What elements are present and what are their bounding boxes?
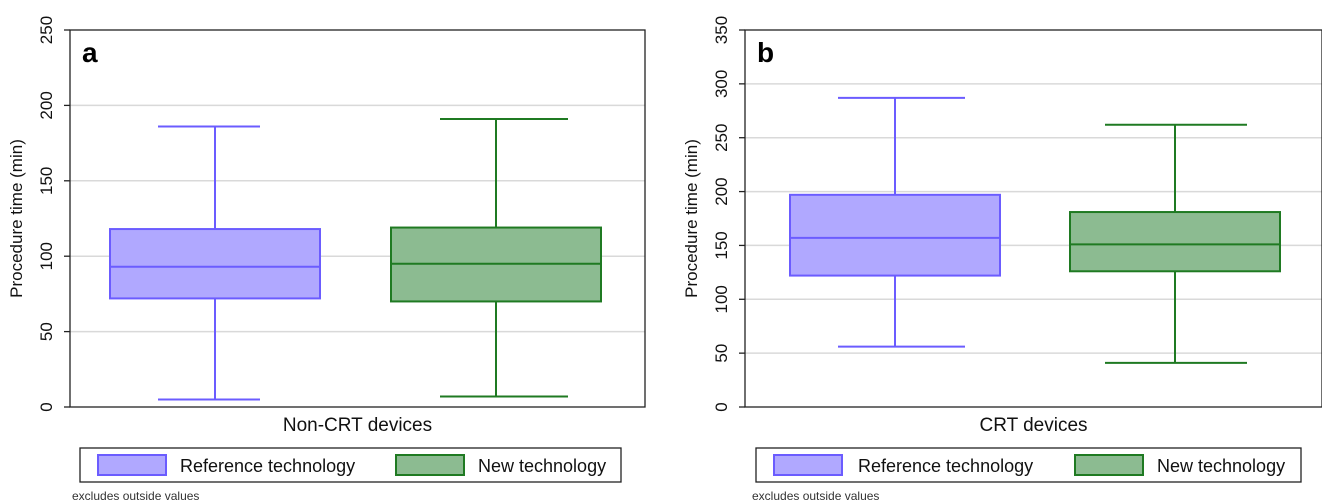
- interquartile-box: [1069, 211, 1281, 273]
- legend-frame: [79, 447, 622, 483]
- legend-key: [395, 454, 465, 476]
- y-tick-label: 100: [37, 242, 56, 270]
- x-axis-label: CRT devices: [979, 415, 1087, 436]
- note: excludes outside values: [72, 489, 199, 503]
- box-new-technology: [1069, 123, 1281, 364]
- panel-label: b: [757, 37, 774, 68]
- legend: Reference technology New technology: [755, 447, 1302, 483]
- y-tick-label: 50: [37, 322, 56, 341]
- y-tick-label: 100: [712, 285, 731, 313]
- y-tick-label: 350: [712, 16, 731, 44]
- x-axis-label: Non-CRT devices: [283, 415, 432, 436]
- legend-frame: [755, 447, 1302, 483]
- box-reference-technology: [789, 96, 1001, 348]
- y-tick-label: 250: [712, 124, 731, 152]
- legend-entry: Reference technology: [180, 456, 355, 476]
- legend-key: [773, 454, 843, 476]
- legend-entry: New technology: [1157, 456, 1285, 476]
- interquartile-box: [789, 193, 1001, 277]
- y-tick-label: 0: [712, 402, 731, 411]
- y-tick-label: 0: [37, 402, 56, 411]
- y-tick-label: 250: [37, 16, 56, 44]
- legend-entry: Reference technology: [858, 456, 1033, 476]
- y-tick-label: 50: [712, 344, 731, 363]
- interquartile-box: [109, 228, 321, 300]
- chart-panel-a: 0 50 100 150 200 250 Procedure time (min) a Non-…: [7, 16, 646, 503]
- y-tick-label: 200: [712, 177, 731, 205]
- plot-frame: [744, 29, 1322, 408]
- legend-key: [97, 454, 167, 476]
- y-tick-label: 150: [37, 167, 56, 195]
- legend-entry: New technology: [478, 456, 606, 476]
- legend-key: [1074, 454, 1144, 476]
- plot-frame: [69, 29, 646, 408]
- y-tick-label: 150: [712, 231, 731, 259]
- panel-label: a: [82, 37, 98, 68]
- y-axis-label: Procedure time (min): [7, 139, 26, 298]
- note: excludes outside values: [752, 489, 879, 503]
- y-tick-label: 300: [712, 70, 731, 98]
- legend: Reference technology New technology: [79, 447, 622, 483]
- y-tick-label: 200: [37, 91, 56, 119]
- box-new-technology: [390, 117, 602, 398]
- y-axis-label: Procedure time (min): [682, 139, 701, 298]
- box-reference-technology: [109, 125, 321, 401]
- chart-panel-b: 0 50 100 150 200 250 300 350 Procedure time (min…: [682, 16, 1322, 503]
